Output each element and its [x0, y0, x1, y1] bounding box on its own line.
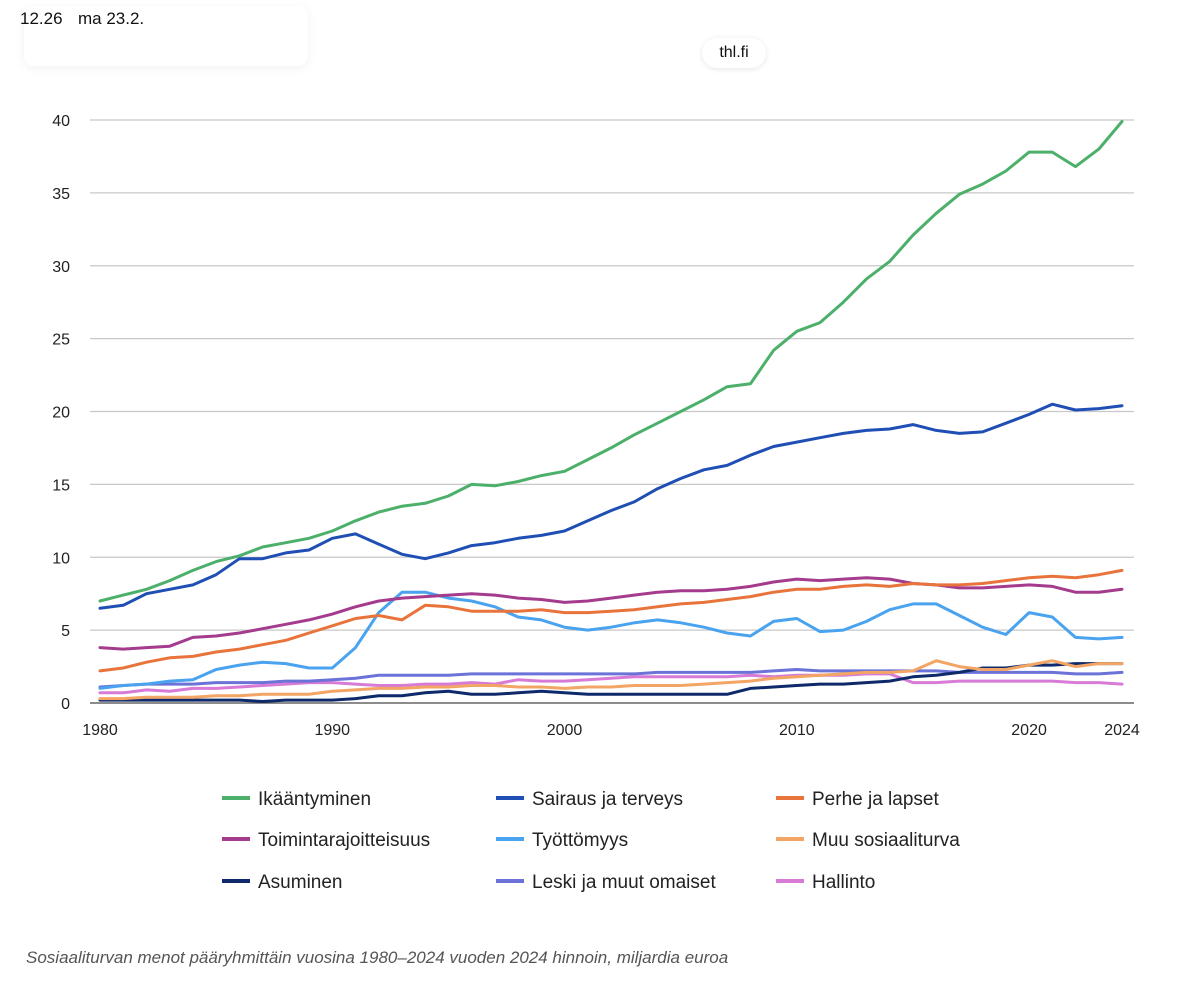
legend-item: Leski ja muut omaiset: [496, 872, 716, 893]
chart-caption: Sosiaaliturvan menot pääryhmittäin vuosi…: [26, 948, 729, 967]
legend-item: Asuminen: [222, 872, 343, 893]
legend-item: Hallinto: [776, 872, 875, 893]
legend-label: Muu sosiaaliturva: [812, 830, 960, 851]
x-tick-label: 2024: [1104, 722, 1140, 739]
y-axis-ticks: 0 5 10 15 20 25 30 35 40: [52, 113, 70, 713]
legend-label: Leski ja muut omaiset: [532, 872, 716, 893]
series-line-asuminen: [98, 662, 1124, 703]
series-line-perhe-ja-lapset: [98, 568, 1124, 673]
legend-item: Sairaus ja terveys: [496, 789, 683, 810]
legend-label: Työttömyys: [532, 830, 628, 851]
series-line-muu-sosiaaliturva: [98, 659, 1124, 701]
legend-item: Toimintarajoitteisuus: [222, 830, 430, 851]
legend-label: Ikääntyminen: [258, 789, 371, 810]
legend-item: Perhe ja lapset: [776, 789, 939, 810]
y-tick-label: 10: [52, 550, 70, 567]
legend-label: Toimintarajoitteisuus: [258, 830, 430, 851]
legend-label: Perhe ja lapset: [812, 789, 939, 810]
y-tick-label: 30: [52, 259, 70, 276]
y-tick-label: 40: [52, 113, 70, 130]
x-tick-label: 1990: [314, 722, 350, 739]
y-tick-label: 0: [61, 696, 70, 713]
status-date: ma 23.2.: [78, 9, 145, 28]
x-tick-label: 2000: [547, 722, 583, 739]
series-line-hallinto: [98, 672, 1124, 695]
chart-legend: Ikääntyminen Sairaus ja terveys Perhe ja l…: [222, 789, 960, 893]
x-tick-label: 2010: [779, 722, 815, 739]
legend-item: Ikääntyminen: [222, 789, 371, 810]
y-tick-label: 35: [52, 186, 70, 203]
x-axis-ticks: 1980 1990 2000 2010 2020 2024: [82, 722, 1140, 739]
url-pill[interactable]: thl.fi: [702, 38, 766, 68]
legend-label: Asuminen: [258, 872, 343, 893]
line-chart: 0 5 10 15 20 25 30 35 40 1980 1990 2000 2010 2020 202…: [52, 113, 1140, 893]
series-line-ik-ntyminen: [98, 120, 1124, 603]
x-tick-label: 2020: [1011, 722, 1047, 739]
status-time: 12.26: [20, 9, 63, 28]
x-tick-label: 1980: [82, 722, 118, 739]
url-text: thl.fi: [719, 44, 749, 61]
legend-item: Muu sosiaaliturva: [776, 830, 960, 851]
y-tick-label: 15: [52, 477, 70, 494]
legend-label: Sairaus ja terveys: [532, 789, 683, 810]
legend-item: Työttömyys: [496, 830, 628, 851]
series-line-sairaus-ja-terveys: [98, 402, 1124, 610]
chart-series-lines: [98, 120, 1124, 703]
series-line-ty-tt-myys: [98, 590, 1124, 690]
series-line-toimintarajoitteisuus: [98, 576, 1124, 651]
chart-gridlines: [90, 119, 1134, 704]
faded-notification-card: [24, 6, 308, 66]
y-tick-label: 5: [61, 623, 70, 640]
legend-label: Hallinto: [812, 872, 875, 893]
y-tick-label: 25: [52, 332, 70, 349]
y-tick-label: 20: [52, 405, 70, 422]
